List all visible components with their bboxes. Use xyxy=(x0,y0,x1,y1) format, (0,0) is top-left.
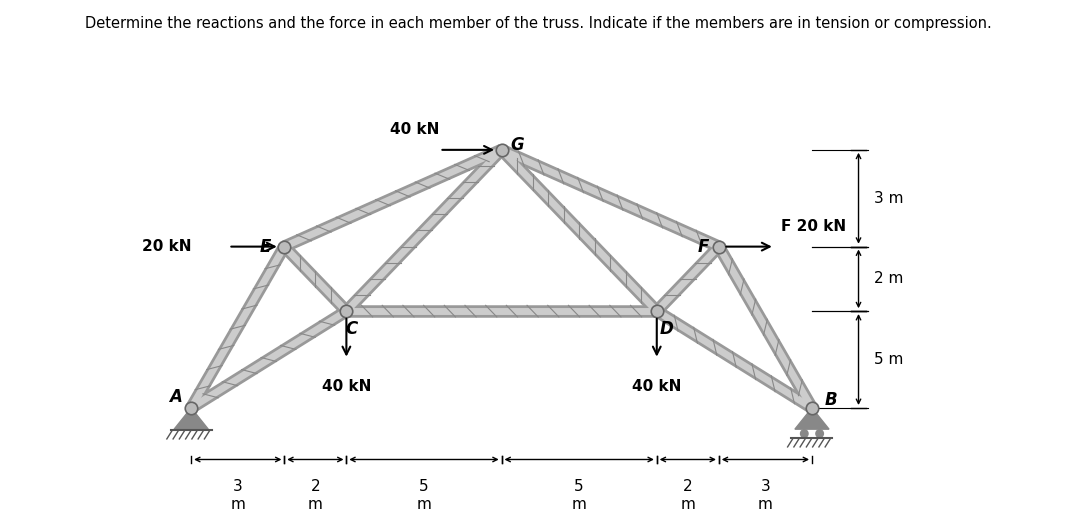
Text: 3: 3 xyxy=(761,479,770,494)
Circle shape xyxy=(801,430,808,438)
Text: m: m xyxy=(230,496,245,511)
Text: F 20 kN: F 20 kN xyxy=(781,219,846,234)
Polygon shape xyxy=(795,408,829,429)
Text: Determine the reactions and the force in each member of the truss. Indicate if t: Determine the reactions and the force in… xyxy=(85,16,991,31)
Text: m: m xyxy=(680,496,695,511)
Text: 3: 3 xyxy=(232,479,242,494)
Text: G: G xyxy=(510,136,524,154)
Text: C: C xyxy=(345,320,357,338)
Text: 5 m: 5 m xyxy=(874,352,904,367)
Text: 20 kN: 20 kN xyxy=(142,239,192,254)
Text: 2 m: 2 m xyxy=(874,271,904,286)
Text: 40 kN: 40 kN xyxy=(632,379,681,394)
Text: 3 m: 3 m xyxy=(874,191,904,205)
Text: 40 kN: 40 kN xyxy=(390,122,439,137)
Circle shape xyxy=(816,430,823,438)
Text: 40 kN: 40 kN xyxy=(322,379,371,394)
Text: B: B xyxy=(824,391,837,409)
Text: F: F xyxy=(697,237,709,255)
Polygon shape xyxy=(174,408,209,429)
Text: m: m xyxy=(308,496,323,511)
Text: 2: 2 xyxy=(683,479,693,494)
Text: D: D xyxy=(660,320,672,338)
Text: 5: 5 xyxy=(575,479,584,494)
Text: m: m xyxy=(416,496,431,511)
Text: 2: 2 xyxy=(311,479,321,494)
Text: m: m xyxy=(571,496,586,511)
Text: m: m xyxy=(758,496,773,511)
Text: A: A xyxy=(169,388,182,406)
Text: E: E xyxy=(260,237,271,255)
Text: 5: 5 xyxy=(420,479,429,494)
